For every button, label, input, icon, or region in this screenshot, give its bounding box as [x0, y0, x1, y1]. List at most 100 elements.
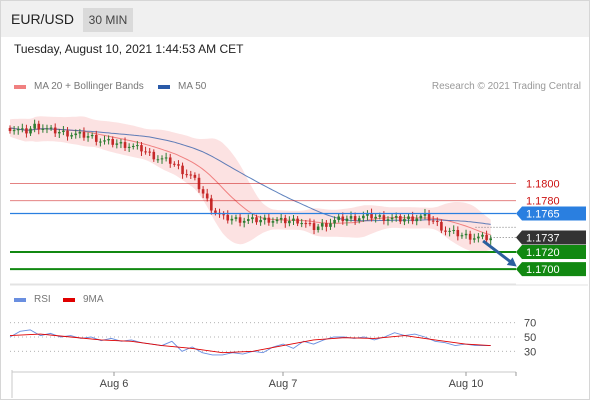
candle-body	[156, 159, 160, 161]
candle-body	[374, 216, 377, 219]
candle-body	[399, 216, 402, 222]
ma50-label: MA 50	[178, 81, 207, 92]
candle-body	[316, 226, 320, 230]
legend-ma50: MA 50	[158, 81, 206, 92]
candle-body	[452, 229, 456, 231]
candle-body	[386, 219, 390, 221]
candle-body	[181, 165, 184, 175]
candle-body	[382, 215, 386, 221]
candle-body	[214, 210, 217, 213]
candle-body	[444, 230, 447, 232]
candle-body	[345, 218, 349, 222]
candle-body	[312, 223, 316, 230]
candle-body	[242, 220, 246, 223]
candle-body	[489, 238, 492, 241]
rsi-level-label: 50	[524, 332, 536, 344]
candle-body	[419, 215, 423, 219]
candle-body	[255, 217, 258, 223]
candle-body	[292, 218, 295, 221]
candle-body	[337, 216, 340, 220]
ma20-label: MA 20 + Bollinger Bands	[34, 81, 144, 92]
candle-body	[431, 220, 435, 222]
candle-body	[366, 213, 369, 216]
candle-body	[66, 130, 69, 137]
candle-body	[185, 174, 188, 176]
rsi-swatch	[14, 297, 26, 302]
legend-rsi: RSI	[14, 294, 51, 305]
candle-body	[234, 217, 238, 219]
candle-body	[78, 132, 82, 134]
candle-body	[259, 219, 262, 223]
time-tick-label: Aug 7	[269, 378, 298, 390]
candle-body	[435, 220, 439, 222]
ma50-swatch	[158, 84, 170, 89]
candle-body	[370, 213, 373, 219]
candle-body	[325, 223, 328, 227]
candle-body	[378, 215, 382, 217]
candle-body	[29, 128, 32, 134]
candle-body	[107, 138, 110, 141]
legend-ma20: MA 20 + Bollinger Bands	[14, 81, 144, 92]
candle-body	[193, 174, 197, 178]
legend-ma9: 9MA	[63, 294, 104, 305]
candle-body	[173, 163, 176, 165]
credit-text: Research © 2021 Trading Central	[431, 81, 581, 92]
pivot-label: 1.1765	[526, 209, 560, 221]
current-price-tag	[516, 230, 586, 245]
forecast-arrowhead	[506, 257, 517, 267]
candle-body	[333, 219, 336, 224]
forecast-arrow	[482, 239, 515, 266]
candle-body	[353, 216, 357, 221]
candle-body	[201, 189, 205, 194]
candle-body	[415, 218, 419, 222]
timeframe-badge[interactable]: 30 MIN	[83, 8, 133, 32]
candle-body	[21, 128, 24, 130]
candle-body	[251, 217, 254, 220]
bollinger-band	[10, 116, 491, 252]
candle-body	[33, 123, 36, 129]
candle-body	[189, 174, 193, 176]
candle-body	[423, 213, 427, 216]
candle-body	[74, 133, 78, 136]
candle-body	[49, 127, 53, 129]
rsi-ma9-line	[9, 333, 491, 354]
time-tick-label: Aug 6	[100, 378, 129, 390]
candle-body	[94, 134, 98, 142]
candle-body	[403, 218, 406, 222]
candle-body	[411, 216, 414, 222]
candle-body	[16, 129, 20, 131]
candle-body	[329, 223, 332, 227]
candle-body	[53, 127, 57, 134]
candle-body	[296, 218, 299, 224]
time-tick-label: Aug 10	[449, 378, 484, 390]
candle-body	[308, 223, 312, 225]
candle-body	[140, 145, 143, 152]
candle-body	[464, 233, 468, 236]
rsi-level-label: 70	[524, 318, 536, 330]
candle-body	[460, 235, 464, 237]
candle-body	[440, 221, 443, 231]
candle-body	[164, 157, 168, 159]
support-tag	[516, 245, 586, 260]
candle-body	[119, 142, 123, 144]
candle-body	[267, 217, 271, 223]
rsi-label: RSI	[34, 294, 51, 305]
candle-body	[177, 164, 180, 166]
candle-body	[37, 123, 41, 130]
candle-body	[230, 218, 234, 221]
candle-body	[58, 132, 61, 134]
candle-body	[472, 238, 476, 240]
timestamp: Tuesday, August 10, 2021 1:44:53 AM CET	[14, 42, 244, 56]
candle-body	[226, 214, 230, 221]
candle-body	[394, 216, 398, 218]
candle-body	[168, 157, 172, 164]
resistance-label: 1.1800	[526, 179, 560, 191]
candle-body	[238, 217, 242, 223]
candle-body	[485, 234, 488, 241]
candle-body	[103, 140, 106, 142]
candle-body	[246, 219, 250, 221]
candle-body	[25, 128, 28, 134]
candle-body	[136, 145, 139, 147]
candle-body	[456, 229, 460, 237]
